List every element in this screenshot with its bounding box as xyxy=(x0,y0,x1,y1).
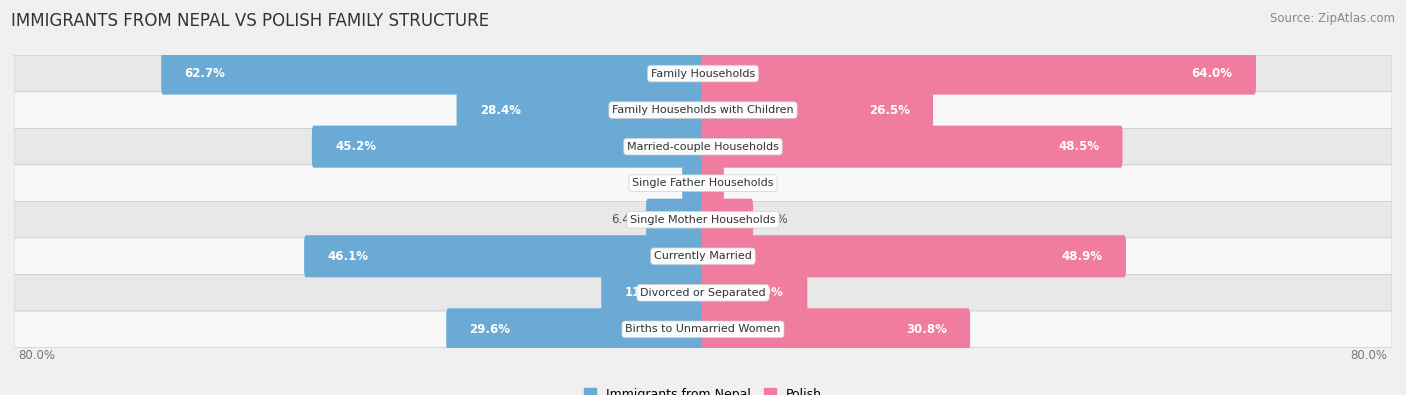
FancyBboxPatch shape xyxy=(446,308,704,350)
Text: 29.6%: 29.6% xyxy=(470,323,510,336)
FancyBboxPatch shape xyxy=(457,89,704,131)
Text: 64.0%: 64.0% xyxy=(1192,67,1233,80)
Text: Single Father Households: Single Father Households xyxy=(633,178,773,188)
Text: 48.9%: 48.9% xyxy=(1062,250,1102,263)
FancyBboxPatch shape xyxy=(14,92,1392,128)
Text: 11.9%: 11.9% xyxy=(744,286,785,299)
FancyBboxPatch shape xyxy=(702,162,724,204)
FancyBboxPatch shape xyxy=(14,238,1392,275)
FancyBboxPatch shape xyxy=(304,235,704,277)
Text: Births to Unmarried Women: Births to Unmarried Women xyxy=(626,324,780,334)
Text: Source: ZipAtlas.com: Source: ZipAtlas.com xyxy=(1270,12,1395,25)
Text: 26.5%: 26.5% xyxy=(869,103,910,117)
Text: IMMIGRANTS FROM NEPAL VS POLISH FAMILY STRUCTURE: IMMIGRANTS FROM NEPAL VS POLISH FAMILY S… xyxy=(11,12,489,30)
Text: 2.2%: 2.2% xyxy=(728,177,759,190)
Text: 6.4%: 6.4% xyxy=(612,213,641,226)
FancyBboxPatch shape xyxy=(312,126,704,168)
FancyBboxPatch shape xyxy=(645,199,704,241)
Text: 48.5%: 48.5% xyxy=(1059,140,1099,153)
Text: 80.0%: 80.0% xyxy=(18,350,55,363)
FancyBboxPatch shape xyxy=(14,165,1392,201)
Text: Family Households: Family Households xyxy=(651,69,755,79)
FancyBboxPatch shape xyxy=(702,308,970,350)
FancyBboxPatch shape xyxy=(702,235,1126,277)
FancyBboxPatch shape xyxy=(162,53,704,95)
Text: 28.4%: 28.4% xyxy=(479,103,522,117)
FancyBboxPatch shape xyxy=(14,128,1392,165)
Text: Currently Married: Currently Married xyxy=(654,251,752,261)
Text: 30.8%: 30.8% xyxy=(905,323,946,336)
Text: 5.6%: 5.6% xyxy=(758,213,787,226)
Text: Single Mother Households: Single Mother Households xyxy=(630,215,776,225)
FancyBboxPatch shape xyxy=(14,275,1392,311)
FancyBboxPatch shape xyxy=(602,272,704,314)
Text: 80.0%: 80.0% xyxy=(1351,350,1388,363)
Text: 62.7%: 62.7% xyxy=(184,67,225,80)
FancyBboxPatch shape xyxy=(702,53,1256,95)
FancyBboxPatch shape xyxy=(702,272,807,314)
Text: Married-couple Households: Married-couple Households xyxy=(627,142,779,152)
FancyBboxPatch shape xyxy=(14,201,1392,238)
FancyBboxPatch shape xyxy=(702,199,754,241)
Text: 46.1%: 46.1% xyxy=(328,250,368,263)
Text: 11.6%: 11.6% xyxy=(624,286,665,299)
FancyBboxPatch shape xyxy=(682,162,704,204)
Text: Family Households with Children: Family Households with Children xyxy=(612,105,794,115)
Legend: Immigrants from Nepal, Polish: Immigrants from Nepal, Polish xyxy=(579,383,827,395)
Text: 2.2%: 2.2% xyxy=(647,177,678,190)
Text: 45.2%: 45.2% xyxy=(335,140,377,153)
FancyBboxPatch shape xyxy=(14,311,1392,348)
Text: Divorced or Separated: Divorced or Separated xyxy=(640,288,766,298)
FancyBboxPatch shape xyxy=(702,89,934,131)
FancyBboxPatch shape xyxy=(702,126,1122,168)
FancyBboxPatch shape xyxy=(14,55,1392,92)
